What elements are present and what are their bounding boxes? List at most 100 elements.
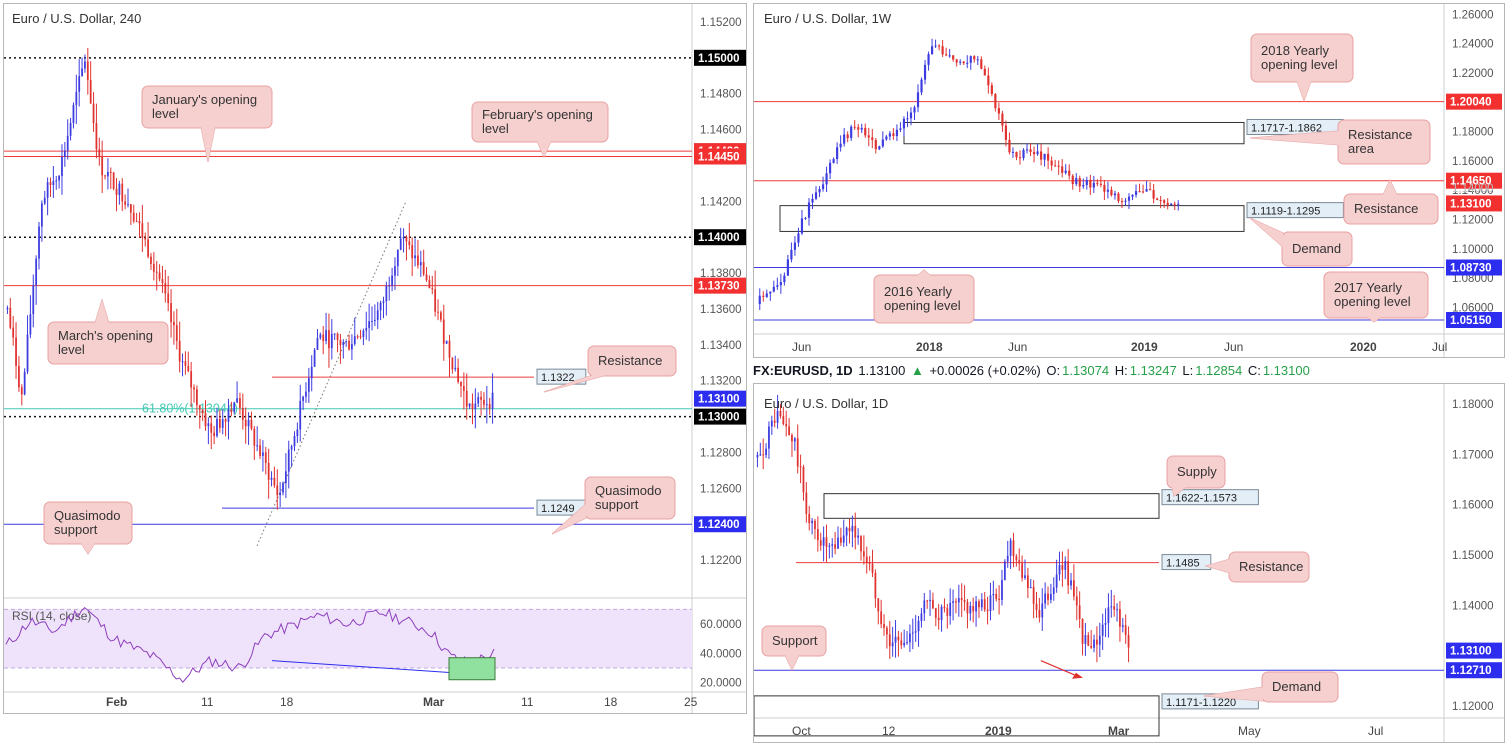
candle-body — [829, 162, 832, 174]
candle-body — [451, 357, 454, 370]
callout-2016-yearly-text: opening level — [884, 298, 961, 313]
candle-body — [1001, 113, 1004, 126]
candle-body — [244, 419, 247, 427]
candle-body — [365, 327, 368, 331]
candle-body — [1106, 189, 1109, 192]
candle-body — [1064, 170, 1067, 173]
candle-body — [807, 202, 811, 218]
h4-chart[interactable]: 1.15200 1.14800 1.14600 1.14200 1.13800 1.136… — [4, 4, 746, 713]
candle-body — [909, 633, 911, 643]
candle-body — [1104, 623, 1107, 625]
weekly-chart[interactable]: 1.26000 1.24000 1.22000 1.18000 1.16000 1.140… — [754, 4, 1504, 357]
weekly-chart-panel[interactable]: 1.26000 1.24000 1.22000 1.18000 1.16000 1.140… — [753, 3, 1505, 358]
candle-body — [867, 135, 870, 138]
candle-body — [1138, 191, 1141, 193]
candle-body — [58, 175, 60, 181]
price-tag-1.13000 — [694, 408, 746, 425]
candle-body — [362, 330, 365, 337]
candle-body — [776, 410, 779, 423]
candle-body — [52, 180, 55, 186]
h4-chart-panel[interactable]: 1.15200 1.14800 1.14600 1.14200 1.13800 1.136… — [3, 3, 747, 714]
candle-body — [909, 112, 913, 119]
zone-1.1119-1.1295 — [779, 205, 1245, 232]
candle-body — [911, 632, 914, 634]
candle-body — [842, 535, 845, 543]
daily-chart-title: Euro / U.S. Dollar, 1D — [764, 396, 889, 411]
price-tag-1.13100 — [1446, 195, 1502, 212]
candle-body — [1026, 575, 1029, 589]
candle-body — [779, 282, 782, 286]
candle-body — [800, 218, 804, 234]
candle-body — [1131, 194, 1134, 197]
weekly-chart-title: Euro / U.S. Dollar, 1W — [764, 11, 892, 26]
candle-body — [132, 212, 135, 222]
candle-body — [839, 143, 842, 148]
candle-body — [15, 337, 17, 366]
candle-body — [1003, 561, 1006, 581]
candle-body — [388, 285, 391, 287]
candle-body — [445, 340, 448, 344]
candle-body — [962, 61, 965, 64]
candle-body — [888, 634, 891, 647]
supply-zone — [823, 493, 1160, 519]
candle-body — [786, 259, 789, 276]
candle-body — [980, 599, 983, 608]
candle-body — [1087, 635, 1090, 646]
candle-body — [1177, 203, 1180, 205]
candle-body — [843, 134, 846, 144]
candle-body — [1127, 635, 1130, 648]
candle-body — [1041, 603, 1044, 618]
candle-body — [881, 139, 884, 147]
candle-body — [914, 631, 917, 633]
candle-body — [989, 595, 992, 612]
candle-body — [460, 381, 462, 387]
candle-body — [1084, 635, 1087, 644]
candle-body — [1092, 182, 1095, 188]
candle-body — [276, 485, 279, 496]
candle-body — [1141, 191, 1145, 193]
candle-body — [23, 371, 26, 395]
candle-body — [1117, 193, 1120, 202]
candle-body — [782, 416, 785, 425]
candle-body — [290, 446, 293, 450]
candle-body — [135, 221, 138, 223]
candle-body — [296, 429, 299, 437]
candle-body — [440, 312, 442, 320]
candle-body — [948, 55, 951, 57]
candle-body — [997, 108, 1000, 114]
candle-body — [43, 197, 46, 204]
daily-chart[interactable]: 1.18000 1.17000 1.16000 1.15000 1.14000 1.120… — [754, 384, 1504, 742]
daily-chart-panel[interactable]: 1.18000 1.17000 1.16000 1.15000 1.14000 1.120… — [753, 383, 1505, 743]
candle-body — [485, 404, 488, 406]
callout-supply — [1166, 455, 1226, 489]
x-tick-label: 2018 — [916, 340, 943, 354]
candle-body — [770, 420, 773, 427]
candle-body — [1120, 201, 1124, 203]
price-tag-1.13100 — [1446, 642, 1502, 659]
candle-body — [167, 293, 170, 304]
candle-body — [279, 492, 282, 496]
price-tag-1.14650-text: 1.14650 — [1450, 176, 1492, 188]
candle-body — [1036, 151, 1039, 155]
candle-body — [1121, 625, 1124, 627]
candle-body — [477, 396, 480, 404]
level-value-1.1322-text: 1.1322 — [541, 372, 575, 384]
close-value: 1.13100 — [1262, 363, 1310, 378]
candle-body — [112, 172, 115, 189]
candle-body — [63, 150, 66, 157]
candle-body — [822, 537, 825, 546]
candle-body — [1163, 200, 1166, 203]
candle-body — [903, 642, 906, 646]
price-tag-1.13100-text: 1.13100 — [698, 394, 740, 406]
y-tick-label: 1.26000 — [1452, 9, 1494, 21]
candle-body — [949, 602, 952, 616]
x-tick-label: Jun — [1008, 340, 1027, 354]
candle-body — [1166, 202, 1169, 206]
x-tick-label: Jun — [1224, 340, 1243, 354]
candle-body — [437, 311, 439, 313]
candle-body — [471, 403, 474, 410]
candle-body — [888, 133, 891, 137]
candle-body — [109, 171, 112, 173]
candle-body — [95, 123, 98, 150]
candle-body — [927, 54, 930, 65]
